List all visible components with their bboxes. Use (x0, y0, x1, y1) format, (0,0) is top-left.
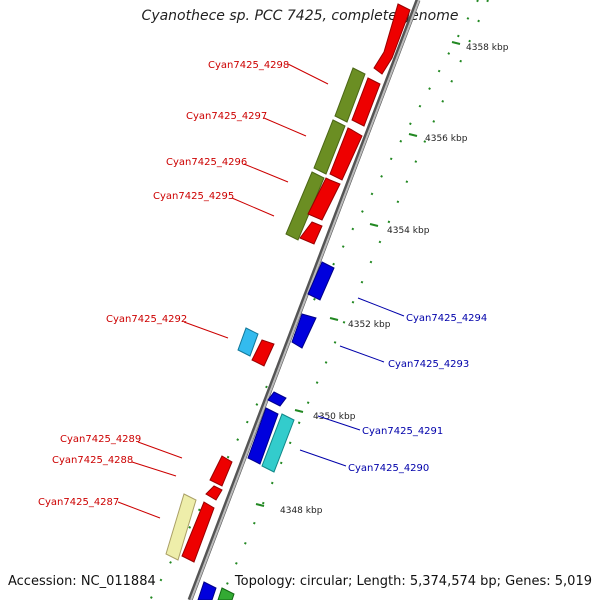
gene-label: Cyan7425_4288 (52, 455, 133, 466)
tick-labels: 4358 kbp 4356 kbp 4354 kbp 4352 kbp 4350… (255, 41, 509, 516)
label-leader (117, 501, 161, 519)
gene-label: Cyan7425_4291 (362, 426, 443, 437)
tick-label: 4348 kbp (280, 506, 323, 516)
tick-mark (255, 503, 265, 507)
gene-arrow-reverse (307, 261, 335, 301)
gene-label: Cyan7425_4290 (348, 463, 429, 474)
tick-mark (451, 41, 461, 45)
label-leader (263, 117, 307, 137)
accession-text: Accession: NC_011884 (8, 574, 156, 589)
tick-label: 4356 kbp (425, 134, 468, 144)
gene-arrow-forward (351, 77, 381, 127)
gene-arrow-forward (329, 127, 363, 181)
gene-label: Cyan7425_4287 (38, 497, 119, 508)
genome-summary-text: Topology: circular; Length: 5,374,574 bp… (234, 574, 592, 589)
gene-label: Cyan7425_4295 (153, 191, 234, 202)
olive-feature (313, 119, 346, 175)
label-leader (299, 449, 347, 467)
gene-arrow-reverse (267, 391, 287, 407)
gene-label: Cyan7425_4296 (166, 157, 247, 168)
cyan-feature (261, 413, 295, 473)
tick-mark (408, 133, 418, 137)
gene-arrow-forward (205, 485, 223, 501)
reverse-gene-labels: Cyan7425_4294 Cyan7425_4293 Cyan7425_429… (299, 297, 487, 474)
label-leader (137, 441, 183, 459)
label-leader (243, 163, 289, 183)
gene-arrow-forward (299, 221, 323, 245)
genome-backbone (187, 0, 421, 600)
gene-arrow-reverse (247, 407, 279, 465)
gene-label: Cyan7425_4298 (208, 60, 289, 71)
gene-arrow-reverse (291, 313, 317, 349)
tick-label: 4358 kbp (466, 43, 509, 53)
olive-feature (285, 171, 325, 241)
forward-gene-labels: Cyan7425_4298 Cyan7425_4297 Cyan7425_429… (38, 60, 329, 519)
forward-gene-arrows (181, 3, 411, 563)
olive-feature (334, 67, 366, 123)
label-leader (317, 415, 361, 431)
tick-mark (329, 317, 339, 321)
label-leader (183, 321, 229, 339)
tick-label: 4352 kbp (348, 320, 391, 330)
tick-label: 4350 kbp (313, 412, 356, 422)
gene-arrow-reverse (197, 581, 217, 600)
tick-label: 4354 kbp (387, 226, 430, 236)
label-leader (287, 63, 329, 85)
label-leader (131, 461, 177, 477)
gene-arrow-forward (373, 3, 411, 75)
label-leader (357, 297, 405, 317)
gene-arrow-forward (181, 501, 215, 563)
pale-feature (165, 493, 197, 561)
gene-label: Cyan7425_4292 (106, 314, 187, 325)
reverse-gene-arrows (165, 261, 335, 600)
gene-arrow-green (217, 587, 235, 600)
label-leader (339, 345, 385, 363)
gene-label: Cyan7425_4294 (406, 313, 487, 324)
map-title: Cyanothece sp. PCC 7425, complete genome (141, 8, 459, 24)
gene-arrow-forward (307, 177, 341, 221)
gene-arrow-forward (209, 455, 233, 487)
gene-arrow-forward (251, 339, 275, 367)
gene-label: Cyan7425_4293 (388, 359, 469, 370)
label-leader (231, 197, 275, 217)
olive-feature-band (285, 67, 366, 241)
outer-dotted-ring (149, 0, 479, 600)
gene-label: Cyan7425_4289 (60, 434, 141, 445)
tick-mark (369, 223, 379, 227)
cyan-feature (237, 327, 259, 357)
gene-label: Cyan7425_4297 (186, 111, 267, 122)
tick-mark (294, 409, 304, 413)
